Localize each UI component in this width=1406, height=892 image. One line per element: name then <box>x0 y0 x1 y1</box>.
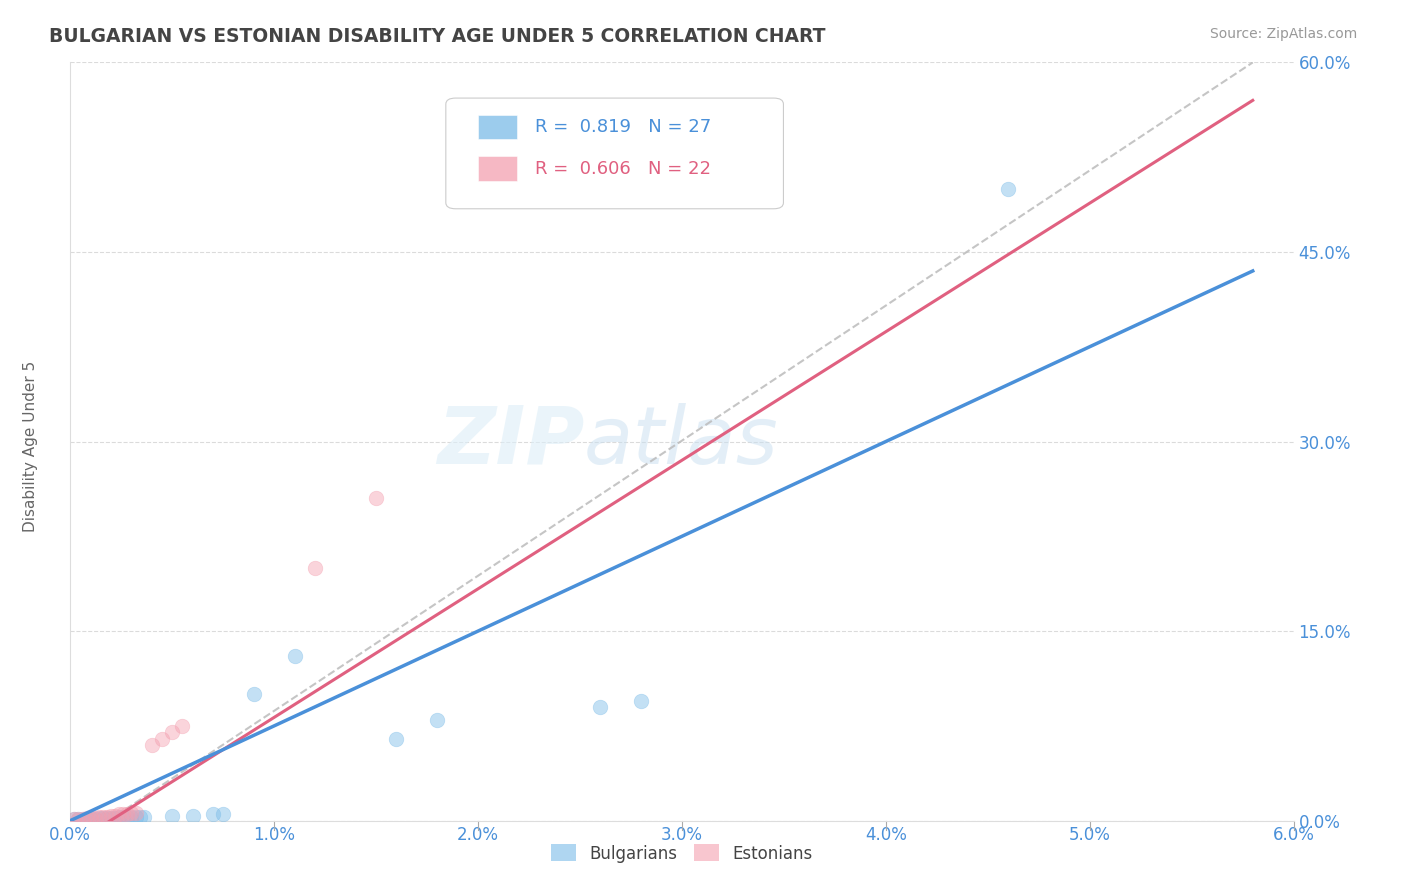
Point <box>202 807 225 822</box>
Point <box>212 807 235 822</box>
Point <box>83 811 105 825</box>
Point <box>91 810 114 824</box>
FancyBboxPatch shape <box>478 156 517 181</box>
Point <box>76 813 98 827</box>
Point <box>100 808 122 822</box>
Point <box>67 813 90 827</box>
Point <box>117 807 139 822</box>
Point <box>63 813 86 827</box>
Point <box>172 719 194 733</box>
Point <box>79 811 103 825</box>
Point <box>96 811 118 825</box>
Point <box>91 811 114 825</box>
Point <box>284 649 307 664</box>
Point <box>112 807 135 822</box>
Point <box>72 813 94 827</box>
Point <box>104 808 127 822</box>
Point <box>124 810 146 824</box>
Point <box>83 813 105 827</box>
Point <box>79 813 103 827</box>
Point <box>243 687 266 701</box>
Point <box>150 731 173 746</box>
Text: Source: ZipAtlas.com: Source: ZipAtlas.com <box>1209 27 1357 41</box>
Legend: Bulgarians, Estonians: Bulgarians, Estonians <box>544 838 820 869</box>
Point <box>162 725 183 739</box>
Text: R =  0.606   N = 22: R = 0.606 N = 22 <box>536 160 711 178</box>
Text: atlas: atlas <box>583 402 779 481</box>
Point <box>132 810 155 824</box>
Point <box>121 806 143 821</box>
Point <box>162 808 183 822</box>
Point <box>112 810 135 824</box>
Point <box>104 811 127 825</box>
Point <box>63 813 86 827</box>
Point <box>124 806 146 821</box>
Point <box>997 182 1019 196</box>
Point <box>181 808 204 822</box>
Text: Disability Age Under 5: Disability Age Under 5 <box>24 360 38 532</box>
Point <box>108 807 131 822</box>
Point <box>87 811 110 825</box>
Point <box>76 811 98 825</box>
Point <box>72 813 94 827</box>
FancyBboxPatch shape <box>478 115 517 139</box>
Point <box>117 810 139 824</box>
Point <box>100 811 122 825</box>
Point <box>426 713 449 727</box>
Point <box>304 561 326 575</box>
Point <box>96 810 118 824</box>
FancyBboxPatch shape <box>446 98 783 209</box>
Point <box>108 810 131 824</box>
Point <box>630 693 652 707</box>
Point <box>121 810 143 824</box>
Point <box>141 738 163 752</box>
Point <box>87 810 110 824</box>
Point <box>366 491 388 506</box>
Point <box>385 731 408 746</box>
Text: ZIP: ZIP <box>437 402 583 481</box>
Text: BULGARIAN VS ESTONIAN DISABILITY AGE UNDER 5 CORRELATION CHART: BULGARIAN VS ESTONIAN DISABILITY AGE UND… <box>49 27 825 45</box>
Point <box>589 699 612 714</box>
Point <box>67 813 90 827</box>
Point <box>128 810 150 824</box>
Text: R =  0.819   N = 27: R = 0.819 N = 27 <box>536 118 711 136</box>
